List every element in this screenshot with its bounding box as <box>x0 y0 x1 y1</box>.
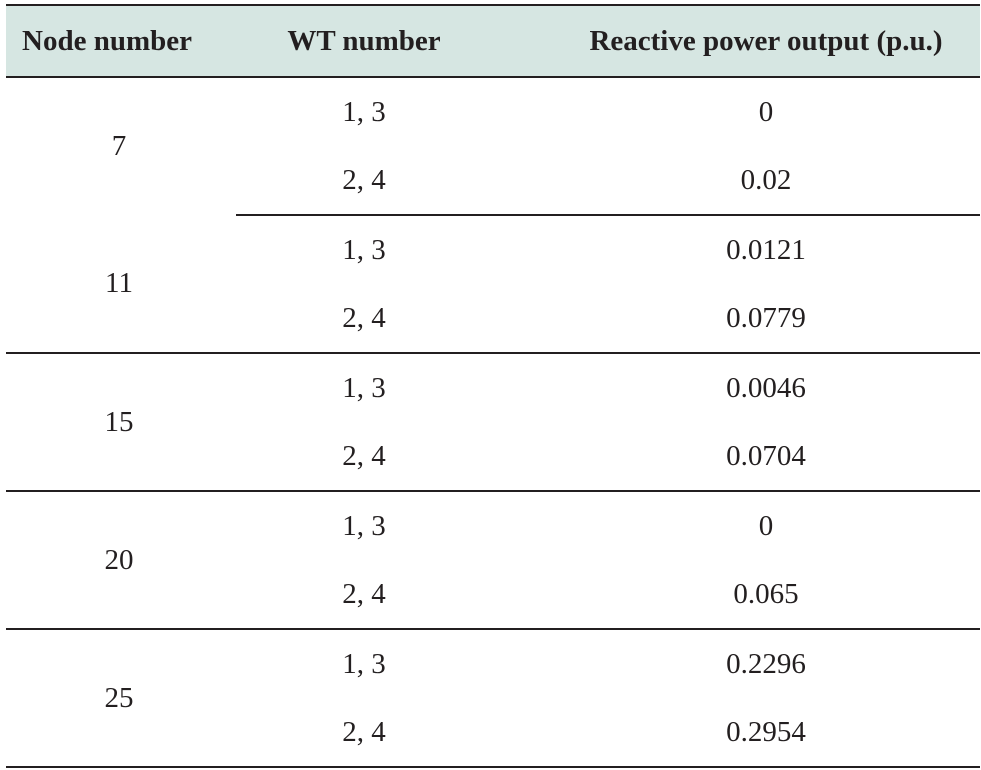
wt-number-cell: 2, 4 <box>236 146 552 216</box>
reactive-power-cell: 0.0121 <box>726 233 806 266</box>
wt-number-cell: 2, 4 <box>236 422 552 492</box>
table-row: 2, 4 0.0779 <box>6 284 980 354</box>
table-row: 11 1, 3 0.0121 <box>6 215 980 354</box>
node-number-cell: 20 <box>6 491 236 630</box>
table-row: 25 1, 3 0.2296 <box>6 629 980 768</box>
wt-number-cell: 1, 3 <box>342 509 386 542</box>
reactive-power-cell: 0.0779 <box>552 284 980 354</box>
wt-number-cell: 2, 4 <box>236 698 552 768</box>
wt-number-cell: 2, 4 <box>236 284 552 354</box>
table-row: 2, 4 0.0704 <box>6 422 980 492</box>
header-reactive-power: Reactive power output (p.u.) <box>552 4 980 78</box>
node-number-cell: 11 <box>6 215 236 354</box>
table-row: 2, 4 0.02 <box>6 146 980 216</box>
reactive-power-cell: 0.065 <box>552 560 980 630</box>
reactive-power-cell: 0.2954 <box>552 698 980 768</box>
node-number-cell: 15 <box>6 353 236 492</box>
reactive-power-cell: 0.2296 <box>726 647 806 680</box>
table-header-row: Node number WT number Reactive power out… <box>6 4 980 78</box>
wt-number-cell: 1, 3 <box>342 371 386 404</box>
reactive-power-cell: 0 <box>758 509 774 542</box>
wt-number-cell: 1, 3 <box>342 95 386 128</box>
table-row: 7 1, 3 0 <box>6 77 980 163</box>
node-number-cell: 7 <box>111 130 127 162</box>
wt-number-cell: 2, 4 <box>236 560 552 630</box>
reactive-power-cell: 0.0704 <box>552 422 980 492</box>
reactive-power-cell: 0 <box>758 95 774 128</box>
reactive-power-cell: 0.0046 <box>726 371 806 404</box>
wt-number-cell: 1, 3 <box>342 233 386 266</box>
table-row: 2, 4 0.065 <box>6 560 980 630</box>
reactive-power-cell: 0.02 <box>552 146 980 216</box>
table-row: 2, 4 0.2954 <box>6 698 980 768</box>
header-node-number: Node number <box>6 4 236 78</box>
node-number-cell: 25 <box>6 629 236 768</box>
table-row: 15 1, 3 0.0046 <box>6 353 980 492</box>
reactive-power-table: Node number WT number Reactive power out… <box>6 4 980 768</box>
reactive-power-table-container: Node number WT number Reactive power out… <box>6 4 980 768</box>
table-row: 20 1, 3 0 <box>6 491 980 630</box>
wt-number-cell: 1, 3 <box>342 647 386 680</box>
header-wt-number: WT number <box>236 4 552 78</box>
